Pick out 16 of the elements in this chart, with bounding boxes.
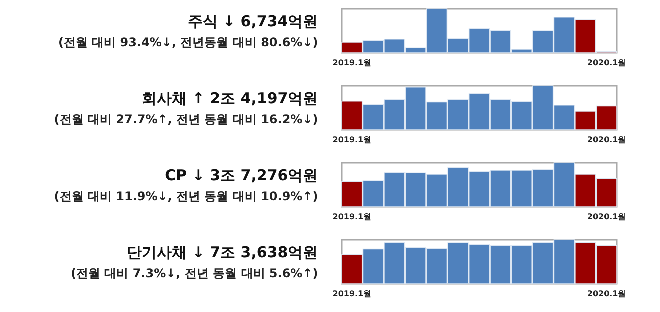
chart-title: 회사채 ↑ 2조 4,197억원 xyxy=(142,90,318,108)
x-tick-label: 2019.1월 xyxy=(332,212,372,222)
text: (전월 대비 11.9%↓, 전년 동월 대비 10.9%↑) xyxy=(54,190,318,204)
text: (전월 대비 93.4%↓, 전년동월 대비 80.6%↓) xyxy=(58,36,318,50)
x-tick-label: 2020.1월 xyxy=(587,212,626,222)
text: (전월 대비 27.7%↑, 전년 동월 대비 16.2%↓) xyxy=(54,112,318,127)
chart-title: CP ↓ 3조 7,276억원 xyxy=(165,166,318,185)
x-tick-label: 2020.1월 xyxy=(587,290,626,298)
x-tick-label: 2019.1월 xyxy=(332,58,372,68)
x-tick-label: 2020.1월 xyxy=(587,58,626,68)
x-tick-label: 2019.1월 xyxy=(332,290,372,298)
x-tick-label: 2020.1월 xyxy=(587,136,626,144)
x-tick-label: 2019.1월 xyxy=(332,136,372,144)
chart-title: 주식 ↓ 6,734억원 xyxy=(188,12,318,31)
chart-title: 단기사채 ↓ 7조 3,638억원 xyxy=(127,244,318,262)
text: (전월 대비 7.3%↓, 전년 동월 대비 5.6%↑) xyxy=(70,266,318,281)
